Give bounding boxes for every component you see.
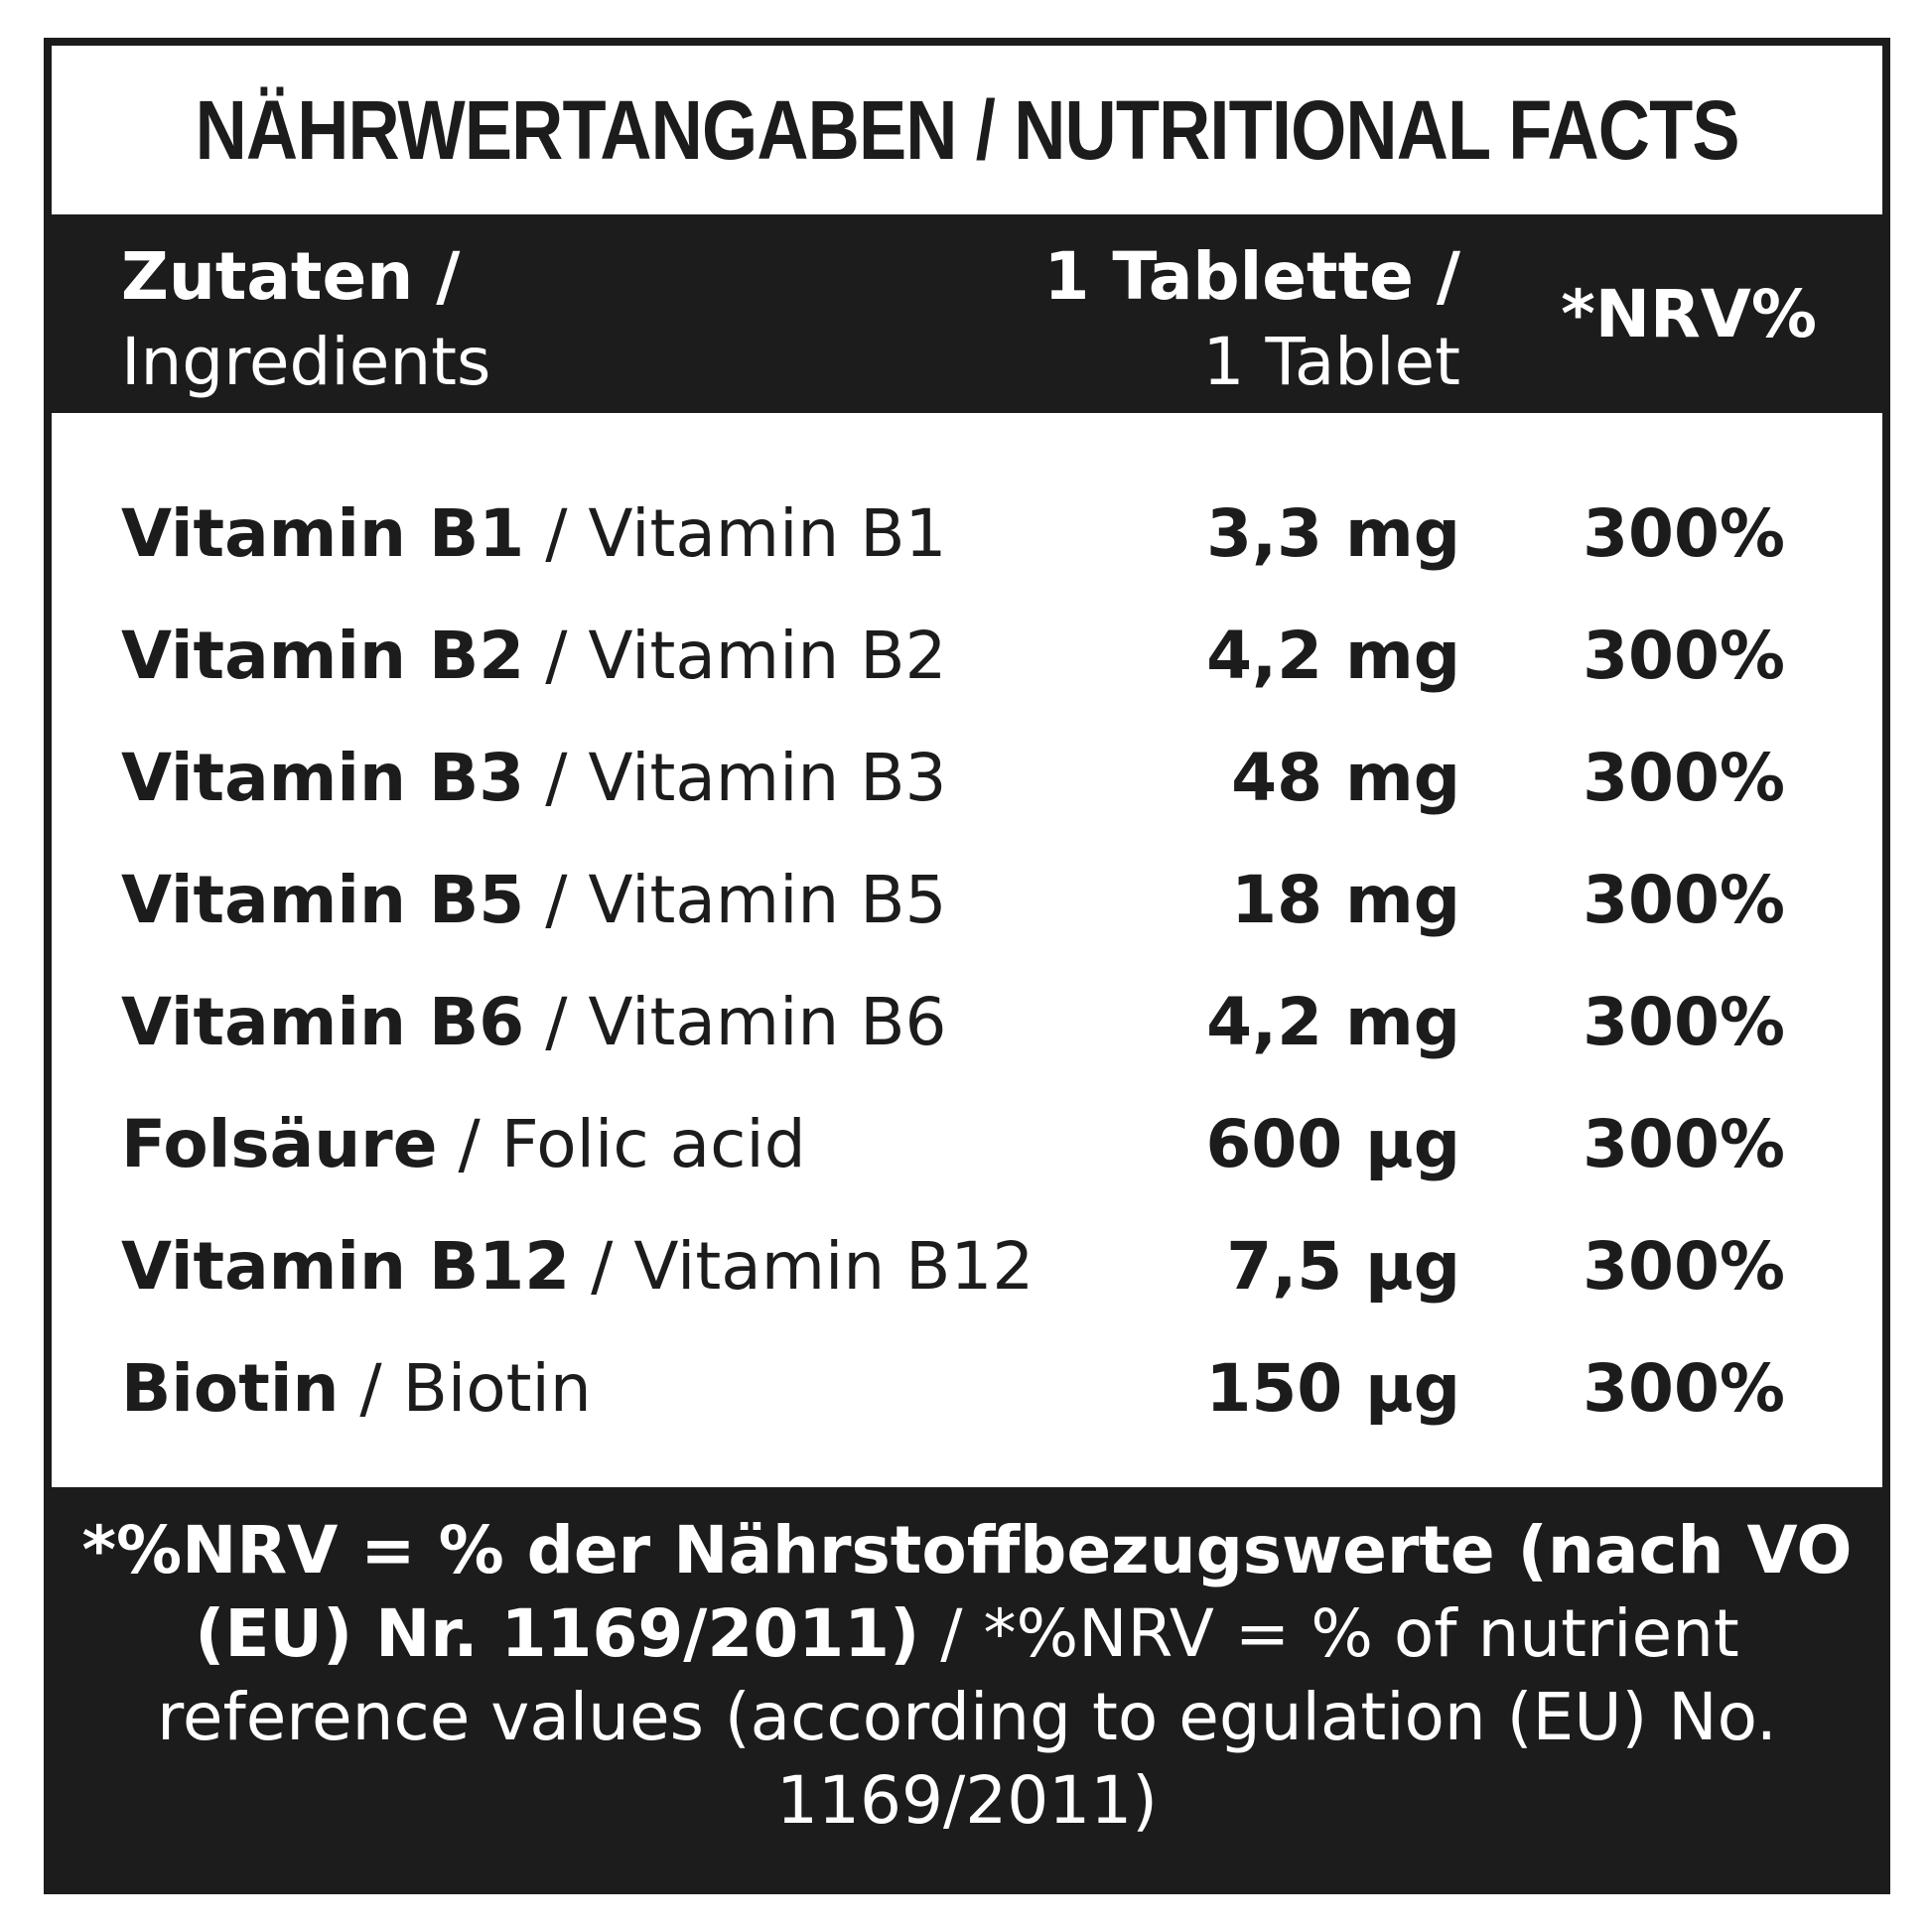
table-row: Vitamin B1 / Vitamin B1 3,3 mg 300%: [52, 473, 1882, 595]
nutrient-name: Vitamin B12 / Vitamin B12: [121, 1205, 1034, 1327]
table-row: Vitamin B3 / Vitamin B3 48 mg 300%: [52, 717, 1882, 839]
nutrient-amount: 4,2 mg: [1206, 984, 1460, 1060]
nutrient-name: Vitamin B1 / Vitamin B1: [121, 473, 946, 595]
nutrition-facts-panel: NÄHRWERTANGABEN / NUTRITIONAL FACTS Zuta…: [44, 38, 1890, 1894]
nutrient-name-en: / Vitamin B5: [524, 862, 947, 938]
table-row: Biotin / Biotin 150 µg 300%: [52, 1327, 1882, 1449]
nutrient-amount: 48 mg: [1231, 740, 1460, 816]
nutrient-name-en: / Vitamin B1: [524, 495, 947, 572]
nutrient-amount: 7,5 µg: [1226, 1228, 1460, 1305]
nutrient-name: Biotin / Biotin: [121, 1327, 592, 1449]
nutrient-nrv: 300%: [1583, 740, 1785, 816]
nutrient-nrv: 300%: [1583, 1106, 1785, 1182]
nutrient-nrv: 300%: [1583, 984, 1785, 1060]
nutrient-name: Vitamin B2 / Vitamin B2: [121, 595, 946, 717]
title-bar: NÄHRWERTANGABEN / NUTRITIONAL FACTS: [52, 46, 1882, 214]
header-nrv: *NRV%: [1561, 275, 1817, 352]
nutrient-name-de: Vitamin B6: [121, 984, 525, 1060]
nutrient-amount: 18 mg: [1231, 862, 1460, 938]
nutrient-name-de: Vitamin B1: [121, 495, 525, 572]
nutrient-name-en: / Vitamin B2: [524, 618, 947, 694]
footnote-band: *%NRV = % der Nährstoffbezugswerte (nach…: [52, 1487, 1882, 1886]
nutrient-name-en: / Biotin: [339, 1350, 592, 1427]
nutrient-name-en: / Vitamin B6: [524, 984, 947, 1060]
nutrient-nrv: 300%: [1583, 1228, 1785, 1305]
nutrient-list: Vitamin B1 / Vitamin B1 3,3 mg 300% Vita…: [52, 473, 1882, 1449]
nutrient-amount: 3,3 mg: [1206, 495, 1460, 572]
header-per-de: 1 Tablette /: [1043, 238, 1460, 315]
nutrient-name-de: Biotin: [121, 1350, 340, 1427]
nutrient-amount: 4,2 mg: [1206, 618, 1460, 694]
header-ingredients-en: Ingredients: [121, 324, 491, 400]
header-per-en: 1 Tablet: [1202, 324, 1460, 400]
nutrient-name: Vitamin B5 / Vitamin B5: [121, 839, 946, 961]
header-ingredients-de: Zutaten /: [121, 238, 461, 315]
footnote: *%NRV = % der Nährstoffbezugswerte (nach…: [81, 1509, 1853, 1843]
nutrient-name-en: / Vitamin B12: [570, 1228, 1035, 1305]
table-row: Folsäure / Folic acid 600 µg 300%: [52, 1083, 1882, 1205]
nutrient-name-de: Vitamin B12: [121, 1228, 571, 1305]
nutrient-nrv: 300%: [1583, 1350, 1785, 1427]
nutrient-nrv: 300%: [1583, 495, 1785, 572]
nutrient-amount: 600 µg: [1205, 1106, 1460, 1182]
header-per-tablet: 1 Tablette / 1 Tablet: [1043, 234, 1460, 405]
page-title: NÄHRWERTANGABEN / NUTRITIONAL FACTS: [195, 82, 1739, 177]
nutrient-name: Folsäure / Folic acid: [121, 1083, 806, 1205]
table-header: Zutaten / Ingredients 1 Tablette / 1 Tab…: [52, 214, 1882, 413]
nutrient-amount: 150 µg: [1205, 1350, 1460, 1427]
footnote-bold: *%NRV = % der Nährstoffbezugswerte (nach…: [81, 1512, 1853, 1672]
nutrient-name-en: / Vitamin B3: [524, 740, 947, 816]
table-row: Vitamin B6 / Vitamin B6 4,2 mg 300%: [52, 961, 1882, 1083]
header-ingredients: Zutaten / Ingredients: [121, 234, 490, 405]
nutrient-nrv: 300%: [1583, 618, 1785, 694]
nutrient-name: Vitamin B6 / Vitamin B6: [121, 961, 946, 1083]
footnote-regular: / *%NRV = % of nutrient reference values…: [157, 1595, 1777, 1839]
nutrient-name-de: Vitamin B3: [121, 740, 525, 816]
table-row: Vitamin B12 / Vitamin B12 7,5 µg 300%: [52, 1205, 1882, 1327]
table-row: Vitamin B5 / Vitamin B5 18 mg 300%: [52, 839, 1882, 961]
nutrient-name-de: Folsäure: [121, 1106, 438, 1182]
nutrient-nrv: 300%: [1583, 862, 1785, 938]
nutrient-name-en: / Folic acid: [437, 1106, 806, 1182]
table-row: Vitamin B2 / Vitamin B2 4,2 mg 300%: [52, 595, 1882, 717]
nutrient-name: Vitamin B3 / Vitamin B3: [121, 717, 946, 839]
nutrient-name-de: Vitamin B2: [121, 618, 525, 694]
nutrient-name-de: Vitamin B5: [121, 862, 525, 938]
